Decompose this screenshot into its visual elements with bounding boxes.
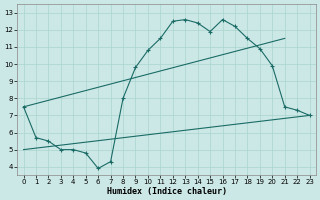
X-axis label: Humidex (Indice chaleur): Humidex (Indice chaleur)	[107, 187, 227, 196]
